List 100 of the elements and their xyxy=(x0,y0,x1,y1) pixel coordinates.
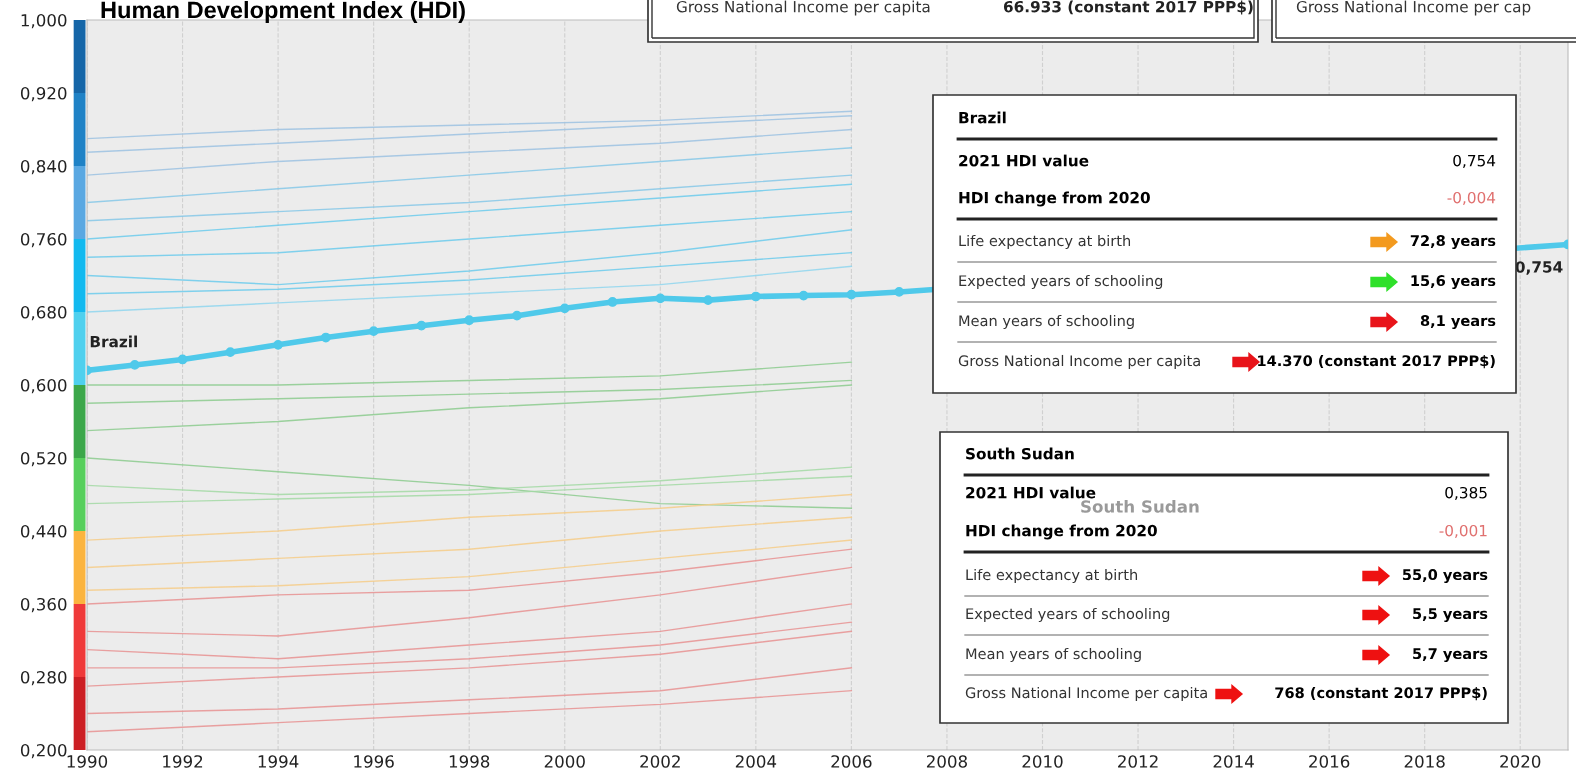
point xyxy=(129,360,140,370)
annotation: 0,754 xyxy=(1453,154,1496,168)
line-series xyxy=(87,516,853,569)
annotation: 768 (constant 2017 PPP$) xyxy=(1275,686,1487,701)
annotation: HDI change from 2020 xyxy=(966,524,1157,540)
annotation: Gross National Income per capita xyxy=(958,354,1200,370)
line-series xyxy=(87,251,853,295)
annotation: 0,385 xyxy=(1445,486,1487,500)
line-series xyxy=(87,493,853,541)
line-series xyxy=(87,379,853,404)
line-series xyxy=(87,539,853,592)
x-tick-label: 2002 xyxy=(640,755,680,768)
annotation: 15,6 years xyxy=(1411,275,1496,290)
y-tick-label: 0,920 xyxy=(20,86,67,102)
point xyxy=(798,290,809,301)
text: Gross National Income per cap xyxy=(1296,0,1531,16)
y-tick-label: 0,440 xyxy=(20,524,67,540)
annotation: Life expectancy at birth xyxy=(966,568,1138,584)
annotation: Life expectancy at birth xyxy=(959,234,1131,250)
point xyxy=(750,291,761,302)
text: 66.933 (constant 2017 PPP$) xyxy=(1003,0,1253,15)
y-tick-label: 0,760 xyxy=(20,232,67,248)
annotation: 55,0 years xyxy=(1402,569,1488,584)
y-tick-label: 0,680 xyxy=(20,305,67,321)
line-series xyxy=(87,210,853,258)
line-series xyxy=(87,603,853,660)
x-tick-label: 2020 xyxy=(1500,755,1541,768)
point xyxy=(321,332,331,343)
annotation: Expected years of schooling xyxy=(966,607,1170,623)
y-tick-label: 0,280 xyxy=(20,670,67,686)
point xyxy=(703,295,713,305)
annotation: South Sudan xyxy=(966,447,1074,460)
point xyxy=(512,310,522,321)
line-series xyxy=(87,689,853,733)
line-series xyxy=(87,183,853,240)
text: Gross National Income per capita xyxy=(676,0,930,16)
series-label: Brazil xyxy=(90,335,137,348)
point xyxy=(368,326,379,337)
point xyxy=(846,289,857,300)
point xyxy=(559,303,570,314)
y-tick-label: 0,200 xyxy=(20,743,67,759)
annotation: Mean years of schooling xyxy=(966,647,1141,663)
annotation: 8,1 years xyxy=(1420,315,1496,330)
line-series xyxy=(87,667,853,715)
x-tick-label: 2000 xyxy=(544,755,585,768)
point xyxy=(464,315,475,326)
annotation: Brazil xyxy=(959,111,1006,124)
y-tick-label: 0,520 xyxy=(20,451,67,467)
annotation: 5,5 years xyxy=(1413,608,1488,623)
chart-title: Human Development Index (HDI) xyxy=(101,1,465,23)
annotation: South Sudan xyxy=(1081,499,1199,513)
annotation: -0,004 xyxy=(1447,191,1496,205)
x-tick-label: 2004 xyxy=(735,755,777,768)
annotation: Mean years of schooling xyxy=(959,314,1134,330)
x-tick-label: 2018 xyxy=(1404,755,1445,768)
y-tick-label: 0,600 xyxy=(20,378,67,394)
annotation: 5,7 years xyxy=(1413,648,1488,663)
point xyxy=(416,320,427,331)
y-tick-label: 0,360 xyxy=(20,597,67,613)
line-series xyxy=(87,466,853,496)
annotation: -0,001 xyxy=(1439,524,1487,538)
annotation: 2021 HDI value xyxy=(966,486,1096,499)
x-tick-label: 2006 xyxy=(831,755,872,768)
x-tick-label: 1990 xyxy=(67,755,108,768)
annotation: HDI change from 2020 xyxy=(959,191,1150,207)
line-series xyxy=(87,630,853,687)
x-tick-label: 1992 xyxy=(163,755,203,768)
line-series xyxy=(87,128,853,176)
point xyxy=(225,347,236,358)
line-series xyxy=(87,621,853,669)
x-tick-label: 2010 xyxy=(1022,755,1063,768)
x-tick-label: 2012 xyxy=(1118,755,1158,768)
annotation: 72,8 years xyxy=(1410,235,1496,250)
point xyxy=(607,297,618,307)
y-tick-label: 0,840 xyxy=(20,159,67,175)
line-series xyxy=(87,265,853,313)
line-series xyxy=(87,174,853,222)
y-tick-label: 1,000 xyxy=(21,13,67,29)
x-tick-label: 2014 xyxy=(1213,755,1254,768)
point xyxy=(177,354,188,365)
line-series xyxy=(87,566,853,637)
line-series xyxy=(87,384,853,432)
point xyxy=(273,339,283,350)
line-series xyxy=(87,457,853,509)
annotation: Gross National Income per capita xyxy=(965,686,1207,702)
annotation: 14.370 (constant 2017 PPP$) xyxy=(1258,354,1495,369)
annotation: Expected years of schooling xyxy=(959,274,1163,290)
line-series xyxy=(87,361,853,386)
x-tick-label: 2016 xyxy=(1309,755,1350,768)
x-tick-label: 1996 xyxy=(354,755,394,768)
point xyxy=(655,293,666,304)
line-series xyxy=(87,115,853,154)
line-series xyxy=(87,229,853,286)
x-tick-label: 1994 xyxy=(258,755,299,768)
point xyxy=(894,287,905,297)
line-series xyxy=(87,548,853,605)
line-series xyxy=(87,110,853,140)
annotation: 2021 HDI value xyxy=(959,154,1089,167)
line-series xyxy=(87,475,853,505)
x-tick-label: 1998 xyxy=(449,755,490,768)
